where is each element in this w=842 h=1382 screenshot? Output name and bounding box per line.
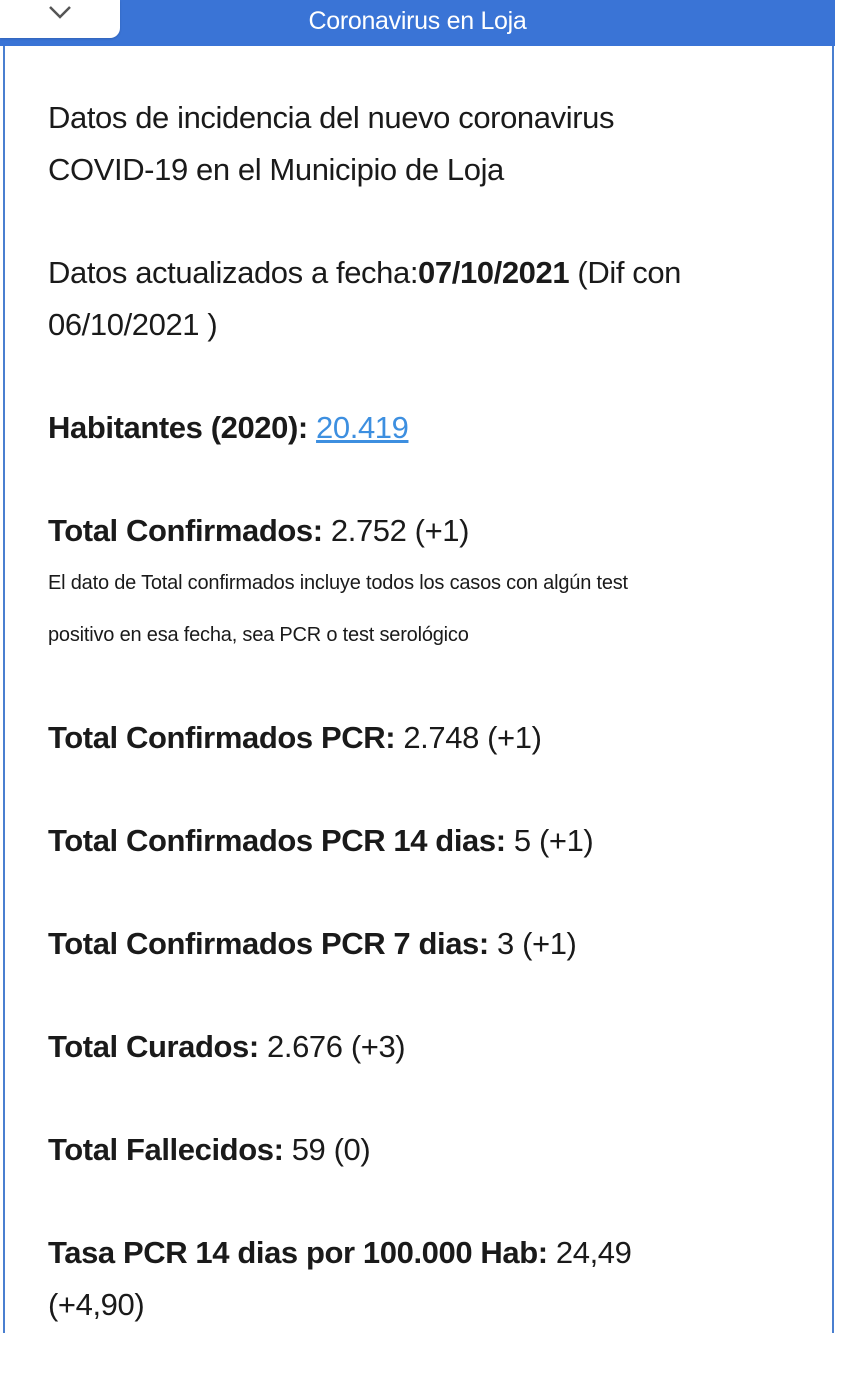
habitantes-link[interactable]: 20.419 (316, 410, 409, 445)
content: Datos de incidencia del nuevo coronaviru… (48, 92, 808, 1382)
header-bar: Coronavirus en Loja (0, 0, 835, 46)
stat-fallecidos: Total Fallecidos: 59 (0) (48, 1132, 371, 1167)
stat-habitantes: Habitantes (2020): 20.419 (48, 410, 409, 445)
stat-tasa-pcr: Tasa PCR 14 dias por 100.000 Hab: 24,49(… (48, 1235, 632, 1322)
update-date: 07/10/2021 (418, 255, 570, 290)
chevron-down-icon (49, 6, 71, 19)
stat-total-confirmados: Total Confirmados: 2.752 (+1) (48, 513, 470, 548)
header-title: Coronavirus en Loja (308, 7, 527, 35)
intro-text: Datos de incidencia del nuevo coronaviru… (48, 100, 615, 187)
stat-pcr-7-dias: Total Confirmados PCR 7 dias: 3 (+1) (48, 926, 577, 961)
stat-curados: Total Curados: 2.676 (+3) (48, 1029, 406, 1064)
stat-pcr-14-dias: Total Confirmados PCR 14 dias: 5 (+1) (48, 823, 594, 858)
updated-text: Datos actualizados a fecha:07/10/2021 (D… (48, 255, 682, 342)
content-panel (3, 0, 834, 1333)
stat-confirmados-pcr: Total Confirmados PCR: 2.748 (+1) (48, 720, 542, 755)
confirmados-note: El dato de Total confirmados incluye tod… (48, 572, 628, 646)
collapse-toggle-button[interactable] (0, 0, 120, 38)
